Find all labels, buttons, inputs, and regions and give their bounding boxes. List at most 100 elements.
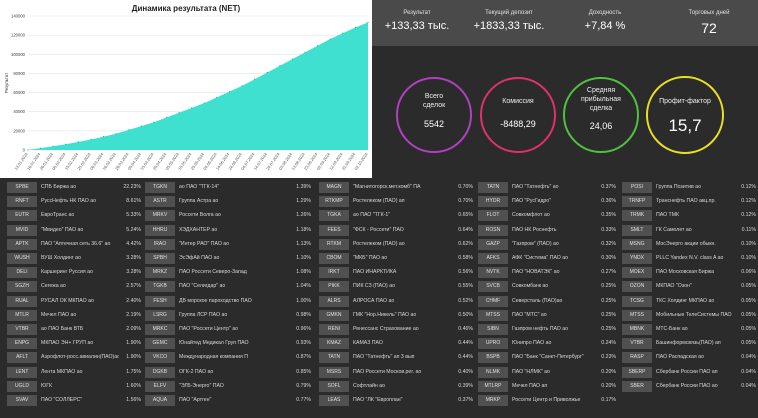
ticker-badge: OZON — [622, 281, 652, 293]
instrument-name: Мечел ПАО ао — [41, 311, 77, 318]
ticker-badge: DELI — [7, 267, 37, 279]
table-row: RUAL РУСАЛ ОК МКПАО ао 2.40% — [7, 295, 143, 309]
ticker-badge: PIKK — [319, 281, 349, 293]
table-row: FLOT Совкомфлот ао 0.35% — [478, 209, 620, 223]
ticker-badge: MAGN — [319, 182, 349, 193]
data-point — [329, 38, 331, 40]
instrument-name: ПАО "Россети Центр" ао — [179, 326, 239, 332]
net-result-chart: 0 20000 40000 60000 80000 100000 120000 140000 1… — [0, 0, 372, 178]
table-row: HHRU ХЭДХАНТЕР ао 1.18% — [145, 224, 315, 238]
ticker-badge: MRKV — [145, 210, 175, 222]
instrument-percent: 1.56% — [126, 397, 141, 403]
ticker-badge: RTKMP — [319, 196, 349, 208]
instrument-name: ПАО "ЛК "Европлан" — [353, 397, 403, 403]
instrument-name: ПАО "Селигдар" ао — [179, 283, 226, 290]
table-row: LSRG Группа ЛСР ПАО ао 0.98% — [145, 309, 315, 323]
ticker-badge: MOEX — [622, 267, 652, 279]
data-point — [279, 65, 281, 67]
data-point — [291, 58, 294, 60]
table-row: SOFL Софтлайн ао 0.39% — [319, 380, 475, 394]
instrument-name: РУСАЛ ОК МКПАО ао — [41, 297, 94, 304]
instrument-percent: 0.39% — [458, 382, 473, 389]
data-point — [354, 26, 357, 29]
circle-label: Всего сделок — [422, 93, 446, 109]
instrument-name: ПАО НК Роснефть — [512, 226, 557, 233]
table-row: ELFV "ЭЛ5-Энерго" ПАО 0.79% — [145, 380, 315, 394]
table-row: BSPB ПАО "Банк "Санкт-Петербург" 0.23% — [478, 351, 620, 365]
table-row: TGKN ао ПАО "ТГК-14" 1.39% — [145, 181, 315, 195]
instrument-name: "Интер РАО" ПАО ао — [179, 240, 230, 247]
ticker-badge: MSRS — [319, 366, 349, 378]
table-row: AQUA ПАО "Артген" 0.77% — [145, 394, 315, 408]
instrument-percent: 0.36% — [601, 198, 616, 205]
table-row: SPBH ЭсЭфАй ПАО ао 1.10% — [145, 252, 315, 266]
instrument-percent: 0.77% — [296, 397, 311, 403]
ticker-badge: HYDR — [478, 196, 508, 208]
ticker-badge: MTSS — [478, 309, 508, 321]
instrument-name: МосЭнерго акции обыкн. — [656, 240, 716, 247]
ticker-badge: HHRU — [145, 224, 175, 236]
ticker-badge: AFKS — [478, 253, 508, 264]
ticker-badge: SVCB — [478, 281, 508, 293]
y-tick-label: 60000 — [13, 90, 25, 95]
circle-value: 15,7 — [668, 116, 702, 135]
table-row: MVID "Мвидео" ПАО ао 5.24% — [7, 224, 143, 238]
circle-total-trades: Всего сделок 5542 — [396, 77, 472, 153]
ticker-badge: BSPB — [478, 352, 508, 364]
metric-value: +7,84 % — [584, 20, 626, 32]
ticker-badge: RNFT — [7, 196, 37, 208]
table-row: MSNG МосЭнерго акции обыкн. 0.10% — [622, 238, 758, 252]
ticker-badge: MRKZ — [145, 267, 175, 279]
data-point — [178, 112, 180, 114]
instrument-name: ПАО ИНАРКТИКА — [353, 269, 397, 276]
instrument-name: СПБ Биржа ао — [41, 184, 77, 190]
ticker-badge: RUAL — [7, 295, 37, 307]
instrument-name: Лента МКПАО ао — [41, 368, 83, 375]
ticker-badge: CHMF — [478, 295, 508, 307]
ticker-badge: ROSN — [478, 224, 508, 236]
table-row: POSI Группа Позитив ао 0.12% — [622, 181, 758, 195]
instrument-percent: 5.24% — [126, 226, 141, 233]
ticker-badge: NLMK — [478, 366, 508, 378]
instrument-percent: 3.28% — [126, 269, 141, 276]
instrument-percent: 0.05% — [741, 297, 756, 304]
ticker-badge: TGKN — [145, 182, 175, 193]
data-point — [241, 85, 243, 87]
table-row: SGZH Сегежа ао 2.57% — [7, 280, 143, 294]
ticker-badge: SOFL — [319, 380, 349, 392]
instrument-name: "Газпром" (ПАО) ао — [512, 240, 559, 247]
ticker-badge: IRKT — [319, 267, 349, 279]
instrument-name: Мечел ПАО ап — [512, 382, 548, 389]
instrument-name: ПАО Россети Москов.рег. ао — [353, 368, 422, 375]
ticker-badge: IRAO — [145, 238, 175, 250]
data-point — [304, 51, 306, 53]
instrument-percent: 0.25% — [601, 283, 616, 290]
ticker-badge: SGZH — [7, 281, 37, 293]
instrument-name: ПАО "Аптечная сеть 36.6" ао — [41, 240, 111, 247]
table-row: SMLT ГК Самолет ао 0.11% — [622, 224, 758, 238]
data-point — [52, 145, 54, 147]
instrument-name: Сегежа ао — [41, 283, 66, 290]
ticker-badge: SVAV — [7, 395, 37, 406]
ticker-badge: TGKB — [145, 281, 175, 293]
area-fill — [28, 22, 368, 150]
instrument-percent: 1.60% — [126, 382, 141, 389]
metric-value: +133,33 тыс. — [384, 20, 450, 32]
table-row: TCSG ТКС Холдинг МКПАО ао 0.05% — [622, 295, 758, 309]
instrument-percent: 1.90% — [126, 354, 141, 361]
ticker-badge: TATN — [319, 352, 349, 364]
ticker-badge: VTBR — [622, 338, 652, 350]
instrument-percent: 0.17% — [601, 397, 616, 403]
table-row: MTLRP Мечел ПАО ап 0.20% — [478, 380, 620, 394]
ticker-badge: VTBR — [7, 324, 37, 335]
instrument-name: Совкомбанк ао — [512, 283, 549, 290]
metric-label: Торговых дней — [688, 10, 730, 16]
table-row: UGLD ЮГК 1.60% — [7, 380, 143, 394]
table-row: MOEX ПАО Московская Биржа 0.06% — [622, 266, 758, 280]
instrument-name: "Магнитогорск.мет.комб" ПА — [353, 184, 421, 190]
table-row: MRKP Россети Центр и Приволжье 0.17% — [478, 394, 620, 408]
instrument-name: ОГК-2 ПАО ао — [179, 368, 214, 375]
instrument-percent: 2.09% — [126, 326, 141, 332]
instrument-percent: 0.20% — [601, 382, 616, 389]
table-row: KMAZ КАМАЗ ПАО 0.44% — [319, 337, 475, 351]
